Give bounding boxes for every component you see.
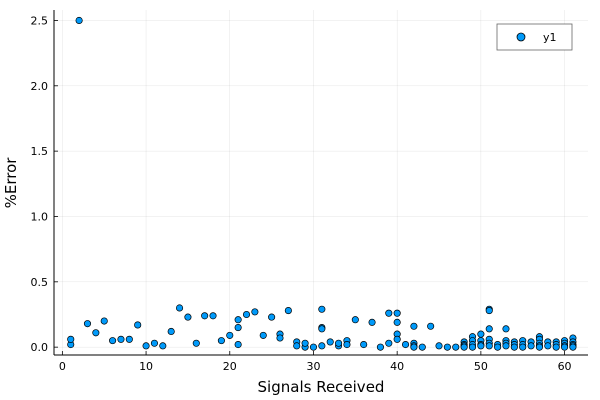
data-point (393, 318, 401, 326)
data-points (67, 16, 577, 351)
data-point (251, 308, 259, 316)
data-point (318, 305, 326, 313)
data-point (234, 340, 242, 349)
data-point (75, 16, 83, 25)
data-point (176, 304, 184, 312)
data-point (234, 316, 242, 324)
data-point (309, 343, 318, 351)
data-point (410, 322, 418, 330)
data-point (326, 338, 334, 346)
y-tick-label: 0.0 (31, 341, 49, 354)
data-point (535, 343, 544, 351)
data-point (385, 339, 393, 347)
data-point (485, 342, 493, 350)
data-point (242, 310, 251, 319)
data-point (544, 342, 552, 350)
data-point (217, 337, 225, 345)
data-point (150, 339, 158, 347)
data-point (100, 317, 108, 325)
tick-labels: 0 10 20 30 40 50 60 0.0 0.5 1.0 1.5 2.0 2.5 (31, 14, 572, 373)
data-point (226, 331, 234, 339)
x-axis-label: Signals Received (258, 378, 385, 396)
data-point (410, 343, 418, 351)
grid (54, 10, 588, 355)
data-point (561, 343, 569, 351)
data-point (184, 313, 192, 321)
legend-marker (516, 32, 526, 42)
data-point (351, 316, 359, 324)
data-point (427, 322, 435, 330)
data-point (360, 340, 368, 349)
y-tick-label: 0.5 (31, 276, 49, 289)
data-point (519, 343, 527, 351)
y-axis-label: %Error (2, 157, 20, 209)
data-point (477, 342, 485, 350)
x-tick-label: 50 (474, 360, 488, 373)
x-tick-label: 0 (59, 360, 66, 373)
data-point (385, 309, 393, 317)
data-point (401, 340, 410, 349)
x-tick-label: 40 (390, 360, 404, 373)
data-point (209, 312, 217, 320)
data-point (502, 325, 510, 333)
data-point (569, 343, 577, 351)
data-point (494, 343, 502, 351)
y-tick-label: 1.0 (31, 210, 49, 223)
data-point (552, 343, 560, 351)
data-point (393, 309, 401, 317)
data-point (468, 343, 477, 351)
data-point (167, 327, 175, 336)
legend: y1 (496, 23, 573, 51)
data-point (527, 342, 535, 350)
data-point (134, 321, 142, 329)
data-point (376, 343, 384, 351)
data-point (142, 342, 150, 350)
x-tick-label: 60 (558, 360, 572, 373)
data-point (301, 339, 309, 347)
data-point (92, 329, 100, 337)
data-point (268, 313, 276, 321)
data-point (109, 337, 117, 345)
data-point (368, 318, 376, 326)
axes (53, 10, 588, 356)
data-point (435, 342, 443, 350)
data-point (452, 343, 460, 351)
data-point (393, 335, 401, 343)
y-tick-label: 2.5 (31, 14, 49, 27)
data-point (234, 324, 242, 332)
data-point (117, 335, 125, 343)
x-tick-label: 30 (306, 360, 320, 373)
data-point (443, 343, 451, 351)
legend-label-y1: y1 (543, 31, 557, 44)
data-point (201, 312, 209, 320)
data-point (460, 343, 468, 351)
data-point (343, 340, 351, 349)
legend-box (496, 23, 573, 51)
data-point (318, 325, 326, 333)
data-point (159, 342, 167, 350)
data-point (125, 335, 133, 343)
data-point (335, 339, 343, 347)
data-point (293, 342, 301, 350)
data-point (259, 331, 267, 339)
data-point (192, 339, 200, 347)
data-point (67, 335, 75, 343)
data-point (276, 334, 284, 342)
data-point (477, 330, 485, 338)
y-tick-label: 1.5 (31, 145, 49, 158)
data-point (284, 307, 292, 315)
data-point (485, 307, 493, 315)
x-tick-label: 20 (223, 360, 237, 373)
data-point (318, 342, 326, 350)
data-point (502, 342, 510, 350)
data-point (418, 343, 426, 351)
x-tick-label: 10 (139, 360, 153, 373)
data-point (510, 343, 518, 351)
data-point (83, 320, 92, 328)
data-point (485, 325, 493, 333)
y-tick-label: 2.0 (31, 80, 49, 93)
